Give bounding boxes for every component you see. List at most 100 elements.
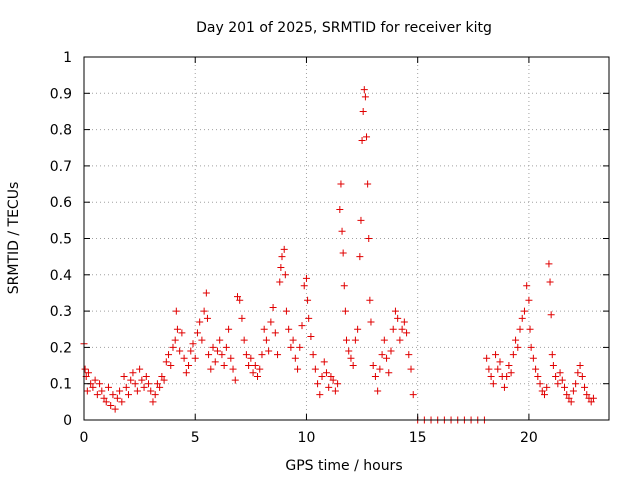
data-point (565, 394, 573, 402)
data-point (180, 354, 188, 362)
chart-title: Day 201 of 2025, SRMTID for receiver kit… (196, 20, 492, 36)
x-axis-label: GPS time / hours (285, 458, 402, 474)
data-point (563, 391, 571, 399)
data-point (554, 380, 562, 388)
data-point (509, 351, 517, 359)
data-point (538, 387, 546, 395)
data-point (309, 351, 317, 359)
data-point (360, 86, 368, 94)
data-point (380, 336, 388, 344)
data-point (545, 260, 553, 268)
data-point (96, 380, 104, 388)
data-point (102, 398, 110, 406)
data-point (289, 336, 297, 344)
data-point (518, 314, 526, 322)
x-tick-label: 10 (298, 430, 316, 446)
data-point (516, 325, 524, 333)
data-point (242, 351, 250, 359)
data-point (338, 227, 346, 235)
data-point (383, 354, 391, 362)
data-point (500, 383, 508, 391)
data-point (236, 296, 244, 304)
data-point (277, 264, 285, 272)
data-point (276, 278, 284, 286)
data-point (304, 296, 312, 304)
data-point (561, 383, 569, 391)
data-point (285, 325, 293, 333)
data-point (576, 362, 584, 370)
data-point (116, 387, 124, 395)
data-point (129, 369, 137, 377)
data-point (271, 329, 279, 337)
data-point (162, 358, 170, 366)
data-point (156, 383, 164, 391)
y-tick-label: 1 (63, 50, 72, 66)
data-point (247, 354, 255, 362)
data-point (336, 205, 344, 213)
data-point (543, 383, 551, 391)
data-point (238, 314, 246, 322)
data-point (307, 333, 315, 341)
data-point (172, 307, 180, 315)
data-point (229, 365, 237, 373)
data-points (80, 86, 597, 424)
data-point (512, 336, 520, 344)
data-point (552, 372, 560, 380)
data-point (365, 235, 373, 242)
data-point (89, 383, 97, 391)
data-point (523, 282, 531, 290)
data-point (222, 343, 230, 351)
data-point (366, 296, 374, 304)
data-point (400, 318, 408, 326)
x-tick-label: 15 (409, 430, 427, 446)
data-point (122, 383, 130, 391)
data-point (398, 325, 406, 333)
data-point (581, 383, 589, 391)
data-point (142, 372, 150, 380)
data-point (322, 369, 330, 377)
data-point (84, 369, 92, 377)
data-point (331, 387, 339, 395)
data-point (231, 376, 239, 384)
data-point (187, 347, 195, 355)
data-point (104, 383, 112, 391)
data-point (354, 325, 362, 333)
data-point (327, 372, 335, 380)
data-point (298, 322, 306, 330)
data-point (158, 372, 166, 380)
data-point (567, 398, 575, 406)
data-point (351, 336, 359, 344)
data-point (133, 387, 141, 395)
data-point (167, 362, 175, 370)
data-point (492, 351, 500, 359)
data-point (296, 343, 304, 351)
data-point (343, 336, 350, 344)
data-point (109, 391, 117, 399)
y-tick-label: 0.9 (50, 86, 72, 102)
data-point (294, 365, 302, 373)
x-tick-label: 0 (80, 430, 89, 446)
data-point (124, 391, 132, 399)
data-point (245, 362, 253, 370)
data-point (357, 216, 365, 224)
data-point (389, 325, 397, 333)
data-point (341, 307, 349, 315)
data-point (145, 380, 153, 388)
data-point (548, 351, 556, 359)
data-point (153, 380, 161, 388)
data-point (111, 405, 119, 413)
data-point (359, 107, 367, 115)
data-point (258, 351, 266, 359)
data-point (494, 365, 502, 373)
data-point (225, 325, 233, 333)
data-point (489, 380, 497, 388)
data-point (178, 329, 186, 337)
data-point (314, 380, 322, 388)
data-point (193, 329, 201, 337)
data-point (140, 383, 148, 391)
data-point (503, 372, 511, 380)
data-point (100, 394, 108, 402)
data-point (256, 365, 264, 373)
data-point (171, 336, 179, 344)
data-point (364, 180, 372, 188)
